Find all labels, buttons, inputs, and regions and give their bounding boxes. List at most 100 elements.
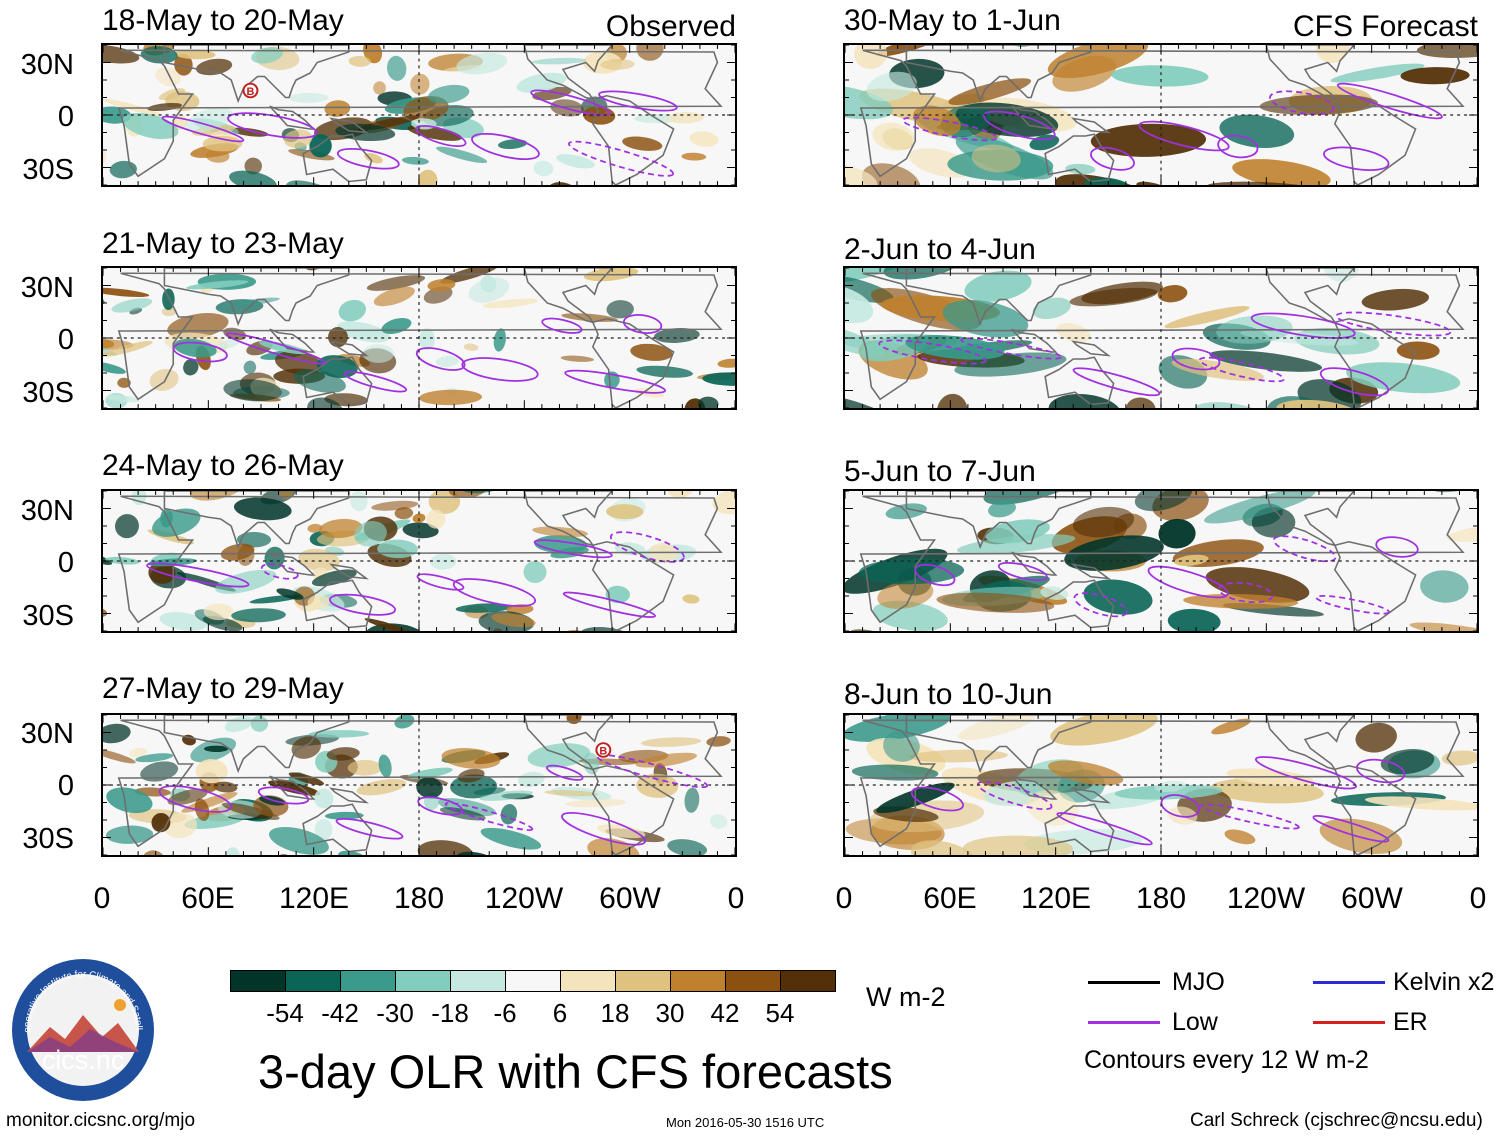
coastline — [269, 328, 316, 353]
coastline — [523, 491, 614, 547]
olr-wet-anomaly — [401, 156, 429, 165]
olr-dry-anomaly — [356, 779, 407, 796]
low-filter-contour — [1056, 812, 1153, 846]
olr-dry-anomaly — [203, 603, 234, 621]
storm-marker: B — [242, 82, 259, 99]
olr-dry-anomaly — [174, 49, 216, 60]
olr-dry-anomaly — [307, 523, 323, 533]
storm-marker-label: B — [599, 745, 607, 757]
low-filter-contour — [1375, 536, 1419, 558]
olr-wet-anomaly — [250, 715, 269, 732]
low-filter-contour — [335, 817, 404, 840]
olr-wet-anomaly — [427, 84, 470, 104]
olr-dry-anomaly — [419, 389, 483, 406]
low-filter-contour — [260, 563, 299, 580]
olr-map: B — [103, 715, 735, 855]
olr-dry-anomaly — [194, 798, 210, 821]
olr-dry-anomaly — [364, 618, 409, 631]
olr-dry-anomaly — [1027, 789, 1079, 826]
olr-dry-anomaly — [463, 343, 479, 351]
olr-wet-anomaly — [498, 139, 528, 150]
lat-label-30s: 30S — [22, 377, 74, 409]
lon-label: 60W — [1341, 882, 1403, 915]
olr-wet-anomaly — [386, 55, 407, 81]
olr-wet-anomaly — [416, 777, 443, 799]
storm-marker-label: B — [247, 86, 255, 98]
low-filter-contour — [415, 347, 466, 371]
low-filter-contour — [158, 785, 232, 813]
olr-dry-anomaly — [717, 358, 735, 368]
olr-wet-anomaly — [183, 358, 199, 376]
olr-wet-anomaly — [473, 787, 506, 795]
olr-dry-anomaly — [1316, 45, 1349, 63]
olr-dry-anomaly — [417, 169, 438, 185]
panel-title-left-3: 24-May to 26-May — [102, 449, 344, 482]
panel-title-right-4: 8-Jun to 10-Jun — [844, 678, 1053, 711]
low-filter-contour — [343, 371, 408, 393]
coastline — [302, 579, 373, 629]
storm-marker: B — [595, 742, 612, 758]
olr-wet-anomaly — [314, 788, 334, 809]
olr-dry-anomaly — [103, 45, 140, 64]
olr-wet-anomaly — [419, 328, 435, 351]
coastline — [328, 787, 370, 804]
olr-wet-anomaly — [667, 839, 708, 855]
olr-dry-anomaly — [427, 278, 456, 292]
low-filter-contour — [227, 112, 318, 139]
olr-dry-anomaly — [129, 747, 148, 758]
coastline — [1070, 117, 1112, 134]
map-panel-left-1: B — [101, 43, 737, 187]
observed-label: Observed — [605, 10, 736, 43]
coastline — [1333, 540, 1417, 631]
olr-wet-anomaly — [135, 753, 174, 763]
olr-wet-anomaly — [159, 612, 208, 631]
colorbar-tick-label: -18 — [431, 998, 469, 1028]
cfs-forecast-label: CFS Forecast — [1292, 10, 1478, 43]
olr-wet-anomaly — [111, 298, 153, 313]
olr-wet-anomaly — [845, 322, 885, 357]
olr-wet-anomaly — [243, 360, 257, 375]
olr-wet-anomaly — [204, 745, 229, 753]
olr-wet-anomaly — [435, 355, 459, 368]
olr-wet-anomaly — [105, 556, 140, 565]
olr-dry-anomaly — [1361, 288, 1430, 311]
olr-dry-anomaly — [845, 163, 878, 185]
olr-wet-anomaly — [1111, 65, 1209, 87]
olr-dry-anomaly — [667, 491, 694, 498]
lon-label: 120E — [1020, 882, 1092, 915]
low-filter-contour — [622, 314, 663, 334]
olr-wet-anomaly — [354, 521, 387, 547]
olr-wet-anomaly — [964, 270, 1032, 302]
low-filter-contour — [1319, 367, 1390, 397]
olr-dry-anomaly — [117, 377, 131, 388]
olr-wet-anomaly — [1420, 570, 1469, 603]
colorbar-swatch — [725, 970, 781, 992]
olr-dry-anomaly — [213, 781, 238, 793]
olr-dry-anomaly — [448, 491, 487, 499]
lon-label: 120E — [278, 882, 350, 915]
olr-dry-anomaly — [689, 131, 719, 147]
olr-dry-anomaly — [681, 152, 707, 161]
coastline — [328, 340, 370, 357]
coastline — [1265, 715, 1356, 771]
olr-wet-anomaly — [983, 491, 1091, 505]
low-filter-contour — [1072, 367, 1161, 397]
olr-dry-anomaly — [324, 100, 351, 117]
olr-dry-anomaly — [1048, 760, 1124, 786]
olr-wet-anomaly — [186, 280, 249, 290]
olr-dry-anomaly — [636, 45, 664, 61]
olr-wet-anomaly — [236, 531, 272, 548]
low-filter-contour — [1255, 756, 1357, 790]
olr-dry-anomaly — [606, 504, 644, 520]
olr-wet-anomaly — [106, 394, 140, 403]
olr-wet-anomaly — [1065, 163, 1096, 175]
olr-dry-anomaly — [103, 339, 115, 349]
olr-wet-anomaly — [1219, 114, 1295, 148]
coastline — [1011, 551, 1058, 576]
olr-map — [845, 491, 1477, 631]
olr-wet-anomaly — [1346, 362, 1461, 394]
olr-dry-anomaly — [1319, 818, 1403, 855]
coastline — [269, 105, 316, 130]
olr-dry-anomaly — [221, 802, 280, 820]
low-filter-contour — [146, 562, 250, 588]
